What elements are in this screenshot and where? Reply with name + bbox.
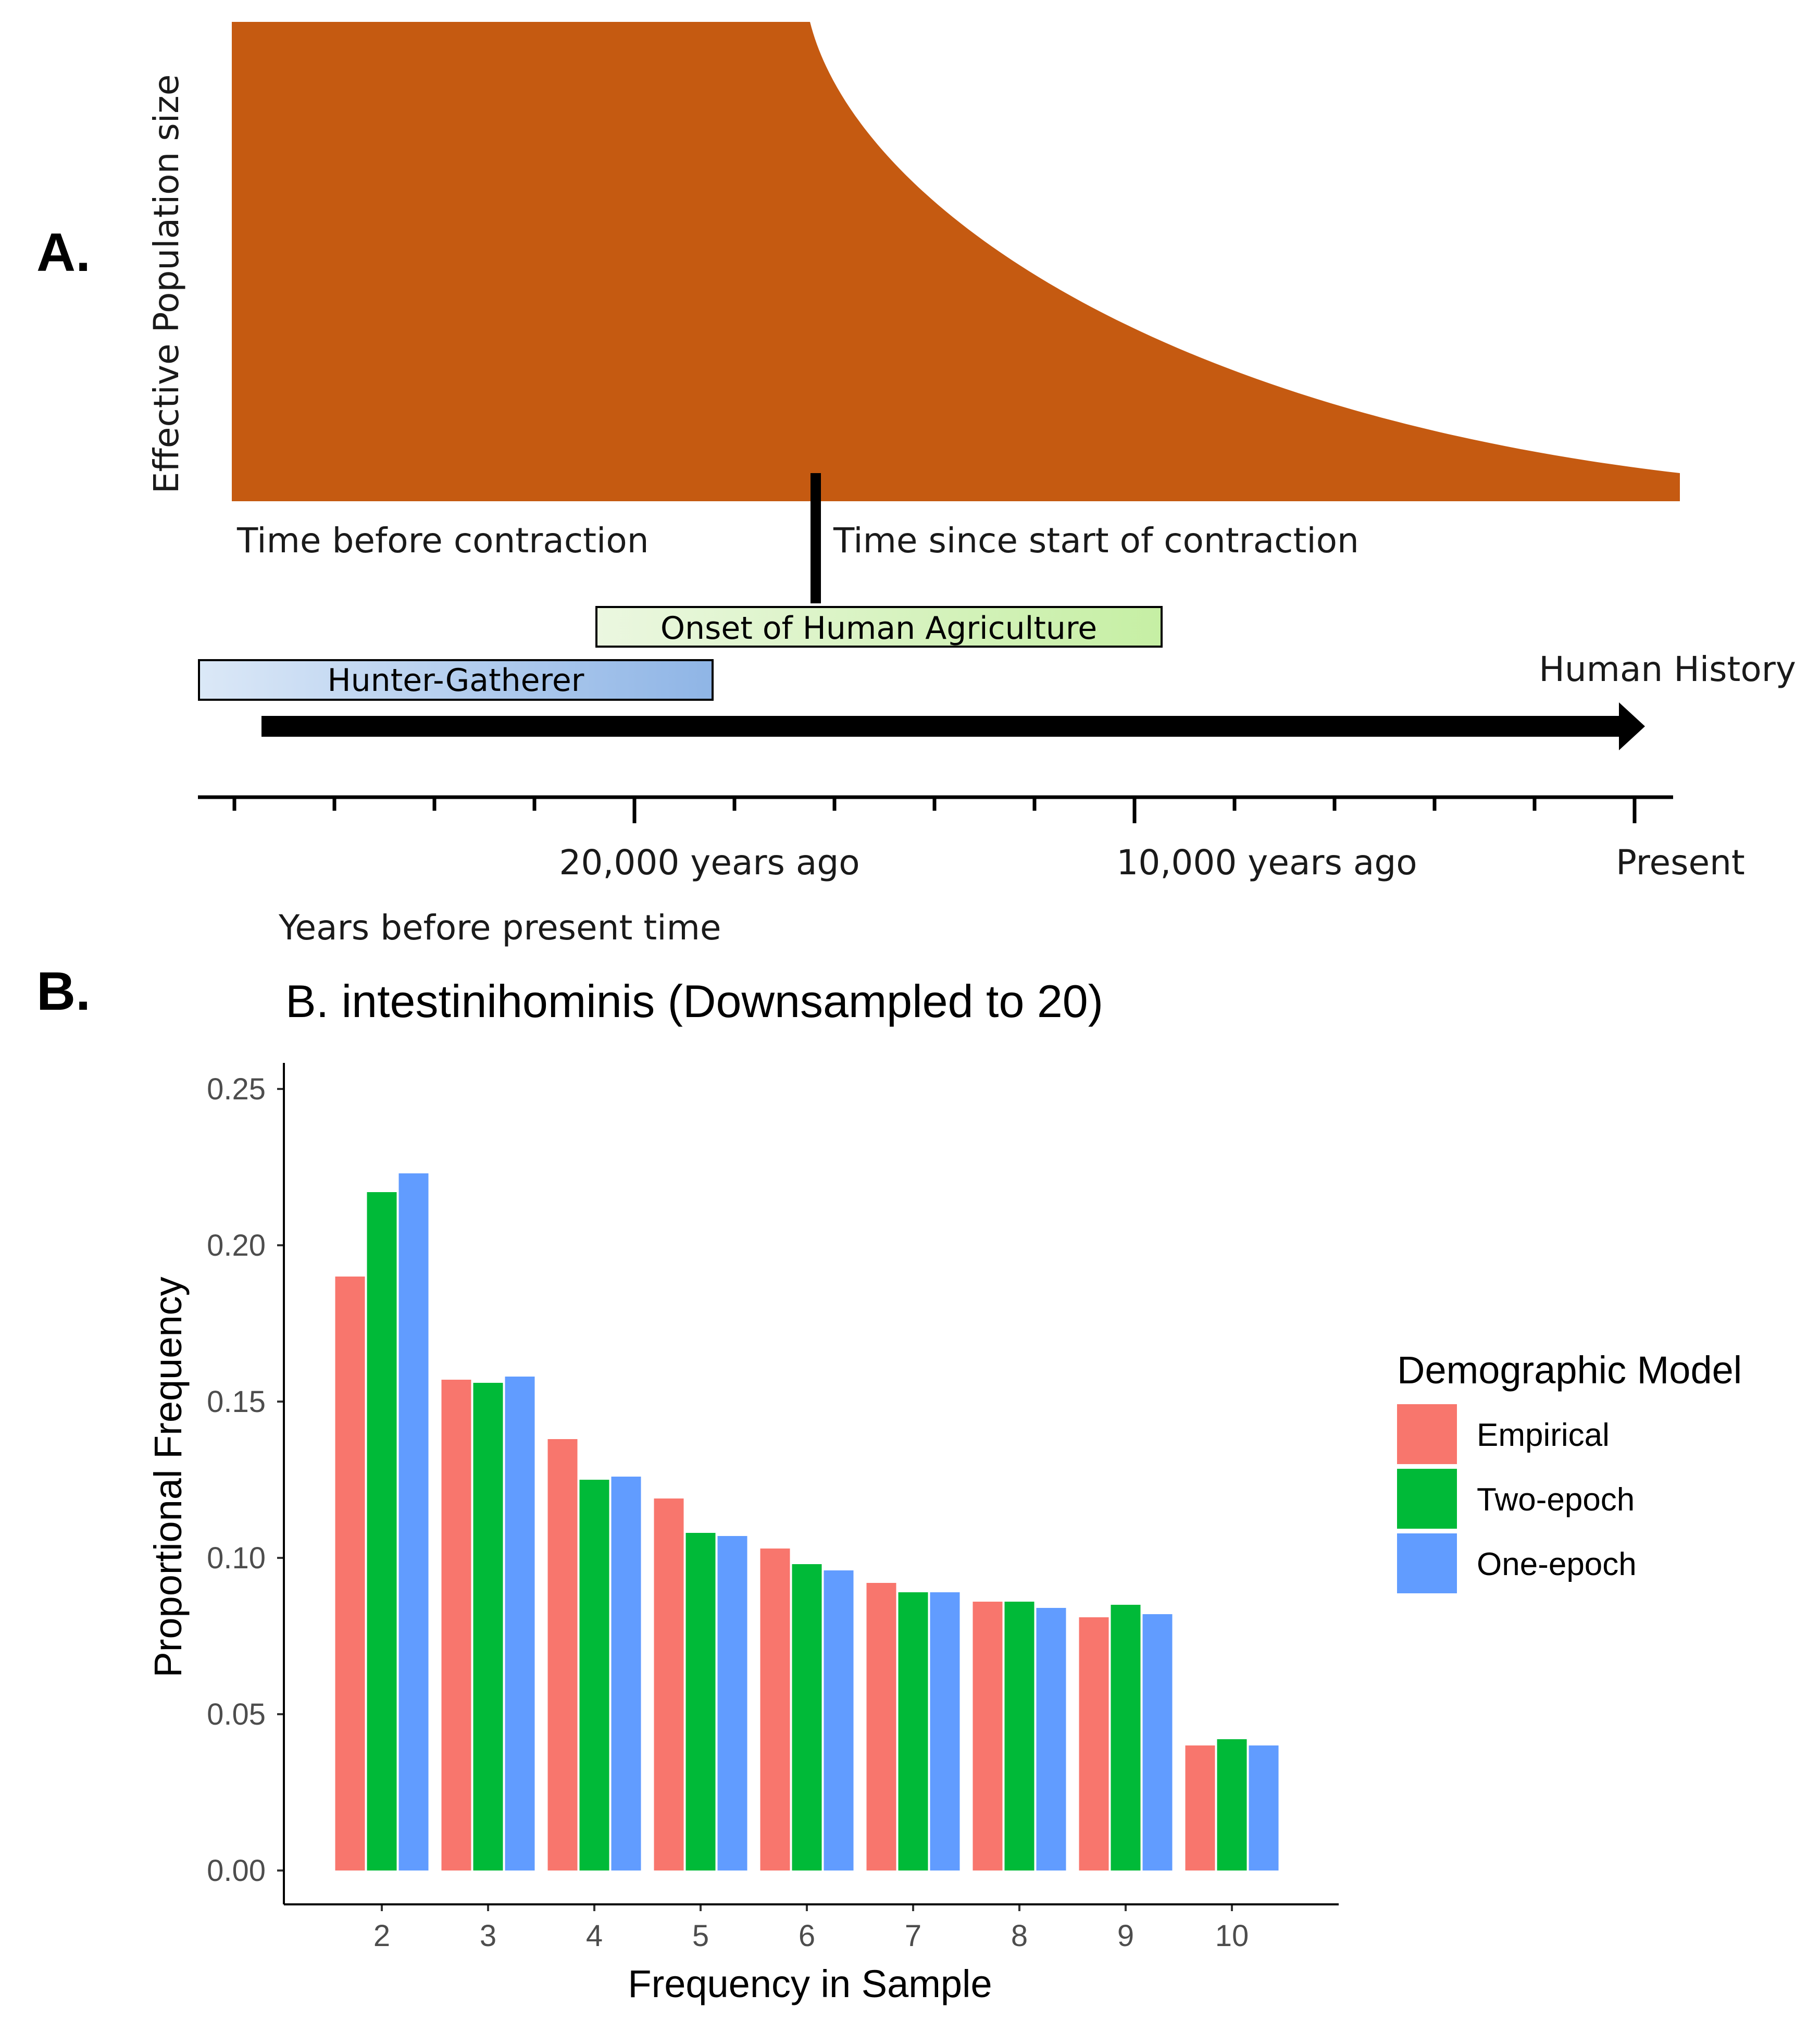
- bar-empirical-5: [654, 1498, 684, 1871]
- bar-two-epoch-4: [579, 1480, 609, 1871]
- years-before-present-label: Years before present time: [278, 908, 721, 948]
- bar-two-epoch-7: [898, 1592, 928, 1871]
- x-tick-label: 4: [586, 1919, 603, 1953]
- bar-empirical-4: [547, 1439, 578, 1871]
- bar-two-epoch-5: [685, 1533, 716, 1871]
- x-tick-label: 10: [1215, 1919, 1249, 1953]
- bar-one-epoch-3: [505, 1377, 535, 1871]
- bar-empirical-10: [1185, 1745, 1215, 1871]
- bar-two-epoch-9: [1111, 1605, 1141, 1871]
- contraction-marker: [811, 473, 821, 603]
- y-tick-label: 0.15: [207, 1385, 266, 1419]
- panel-a-label: A.: [36, 222, 91, 283]
- timeline-axis: [198, 795, 1673, 823]
- y-tick-label: 0.20: [207, 1229, 266, 1262]
- population-size-curve: [232, 22, 1680, 501]
- x-tick-label: 3: [480, 1919, 496, 1953]
- x-tick-label: 9: [1117, 1919, 1134, 1953]
- bar-empirical-2: [335, 1277, 365, 1871]
- x-tick-label: 8: [1011, 1919, 1028, 1953]
- hunter-gatherer-label: Hunter-Gatherer: [328, 662, 584, 699]
- chart-title: B. intestinihominis (Downsampled to 20): [285, 975, 1103, 1027]
- bar-one-epoch-8: [1036, 1608, 1066, 1871]
- effective-population-size-label: Effective Population size: [146, 75, 186, 494]
- timeline-label-20000: 20,000 years ago: [559, 843, 859, 883]
- legend-key-one-epoch: [1397, 1533, 1457, 1593]
- timeline-label-10000: 10,000 years ago: [1116, 843, 1417, 883]
- y-axis-title: Proportional Frequency: [146, 1277, 190, 1677]
- y-tick-label: 0.00: [207, 1854, 266, 1888]
- y-axis-ticks: 0.00 0.05 0.10 0.15 0.20 0.25: [207, 1072, 284, 1888]
- x-axis-title: Frequency in Sample: [628, 1962, 992, 2005]
- legend-key-two-epoch: [1397, 1469, 1457, 1529]
- bar-empirical-7: [866, 1583, 896, 1871]
- legend-label-two-epoch: Two-epoch: [1477, 1482, 1635, 1518]
- legend: Demographic Model Empirical Two-epoch One-…: [1397, 1348, 1742, 1593]
- plot-area: 0.00 0.05 0.10 0.15 0.20 0.25 2 3 4 5 6 7 8 9 10: [207, 1063, 1339, 1953]
- panel-b-label: B.: [36, 961, 91, 1022]
- bar-one-epoch-5: [717, 1536, 747, 1871]
- bar-one-epoch-7: [930, 1592, 960, 1871]
- onset-of-agriculture-label: Onset of Human Agriculture: [660, 610, 1097, 647]
- legend-label-one-epoch: One-epoch: [1477, 1546, 1637, 1582]
- y-tick-label: 0.10: [207, 1541, 266, 1575]
- bar-one-epoch-6: [824, 1570, 854, 1871]
- time-before-contraction-label: Time before contraction: [236, 521, 649, 561]
- bar-series: [335, 1173, 1279, 1871]
- bar-empirical-8: [973, 1602, 1003, 1871]
- bar-empirical-9: [1079, 1617, 1109, 1871]
- panel-b: B. B. intestinihominis (Downsampled to 2…: [36, 961, 1742, 2005]
- x-tick-label: 5: [692, 1919, 709, 1953]
- x-tick-label: 6: [799, 1919, 815, 1953]
- x-tick-label: 2: [373, 1919, 390, 1953]
- legend-label-empirical: Empirical: [1477, 1417, 1610, 1453]
- y-tick-label: 0.25: [207, 1072, 266, 1106]
- bar-two-epoch-10: [1217, 1739, 1247, 1871]
- bar-one-epoch-2: [398, 1173, 429, 1871]
- timeline-ticks: [232, 797, 1637, 823]
- onset-of-agriculture-box: Onset of Human Agriculture: [595, 606, 1163, 648]
- bar-one-epoch-9: [1142, 1614, 1173, 1871]
- panel-a: A. Effective Population size Time before…: [36, 22, 1796, 948]
- bar-two-epoch-2: [367, 1192, 397, 1871]
- x-tick-label: 7: [905, 1919, 921, 1953]
- y-tick-label: 0.05: [207, 1698, 266, 1731]
- x-axis-ticks: 2 3 4 5 6 7 8 9 10: [373, 1904, 1249, 1953]
- bar-two-epoch-6: [792, 1564, 822, 1871]
- timeline-label-present: Present: [1616, 843, 1745, 883]
- bar-two-epoch-3: [473, 1383, 503, 1871]
- bar-empirical-3: [441, 1380, 471, 1871]
- legend-title: Demographic Model: [1397, 1348, 1742, 1392]
- human-history-label: Human History: [1539, 649, 1796, 689]
- bar-two-epoch-8: [1004, 1602, 1034, 1871]
- legend-key-empirical: [1397, 1404, 1457, 1464]
- human-history-arrow: [261, 702, 1645, 750]
- hunter-gatherer-box: Hunter-Gatherer: [198, 659, 714, 701]
- time-since-contraction-label: Time since start of contraction: [833, 521, 1359, 561]
- bar-one-epoch-10: [1249, 1745, 1279, 1871]
- bar-empirical-6: [760, 1549, 790, 1871]
- bar-one-epoch-4: [611, 1477, 641, 1871]
